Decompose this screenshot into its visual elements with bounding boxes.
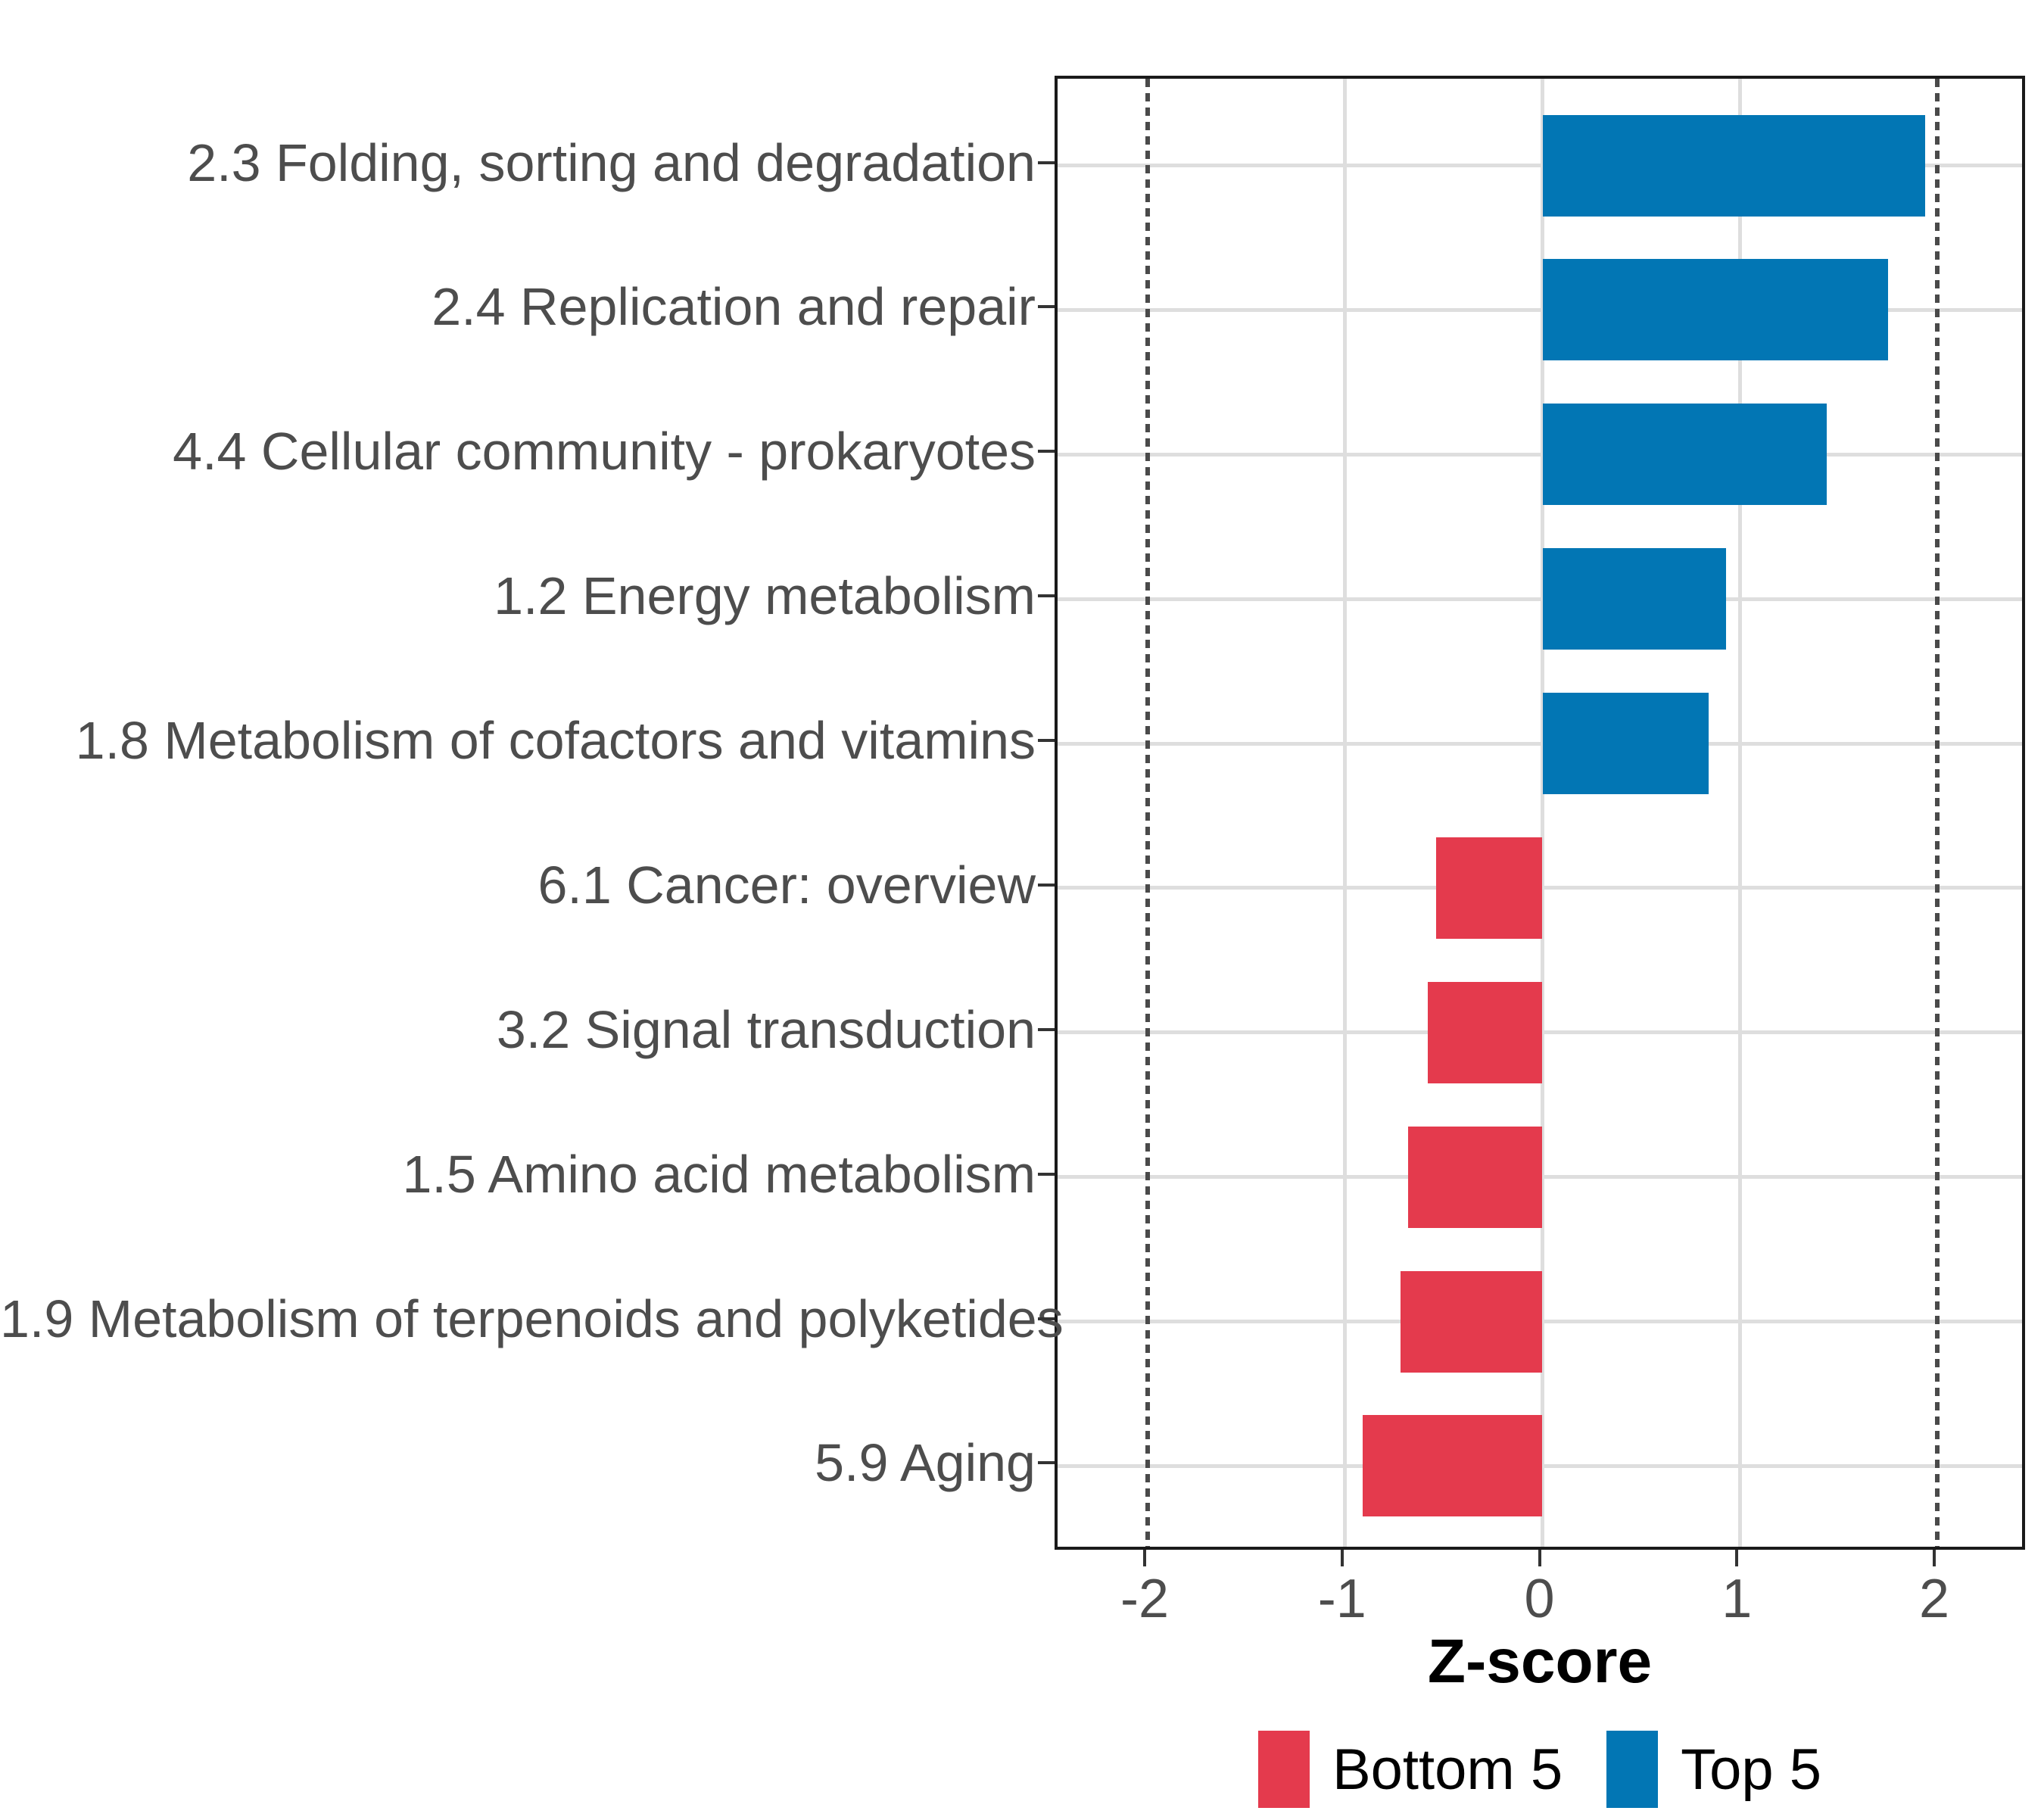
v-gridline [1737, 79, 1742, 1547]
legend-label-bottom5: Bottom 5 [1332, 1737, 1563, 1802]
legend-label-top5: Top 5 [1681, 1737, 1822, 1802]
y-tick-mark [1038, 161, 1055, 164]
reference-line [1935, 79, 1940, 1547]
y-tick-mark [1038, 1172, 1055, 1176]
h-gridline [1058, 164, 2022, 167]
y-axis-label: 1.8 Metabolism of cofactors and vitamins [75, 711, 1036, 771]
y-tick-mark [1038, 739, 1055, 743]
y-tick-mark [1038, 594, 1055, 598]
y-axis-label: 2.4 Replication and repair [432, 277, 1036, 337]
x-tick-mark [1340, 1550, 1344, 1566]
bar [1363, 1415, 1543, 1517]
h-gridline [1058, 307, 2022, 312]
v-gridline [1541, 79, 1544, 1547]
bar [1428, 981, 1543, 1083]
x-tick-label: 1 [1722, 1569, 1753, 1629]
x-tick-mark [1538, 1550, 1541, 1566]
plot-panel [1055, 76, 2025, 1550]
h-gridline [1058, 741, 2022, 746]
bar [1542, 114, 1926, 217]
x-tick-label: -1 [1317, 1569, 1366, 1629]
y-tick-mark [1038, 305, 1055, 309]
y-axis-label: 4.4 Cellular community - prokaryotes [173, 422, 1036, 482]
bar [1542, 259, 1888, 361]
h-gridline [1058, 452, 2022, 457]
legend-item-top5: Top 5 [1606, 1731, 1821, 1808]
bar [1435, 837, 1543, 939]
legend: Bottom 5 Top 5 [1055, 1730, 2025, 1809]
v-gridline [1343, 79, 1348, 1547]
legend-key-bottom5-swatch [1257, 1731, 1310, 1808]
x-tick-mark [1735, 1550, 1739, 1566]
y-axis-label: 1.9 Metabolism of terpenoids and polyket… [0, 1289, 1064, 1348]
bar [1542, 404, 1827, 506]
x-tick-mark [1143, 1550, 1146, 1566]
y-tick-mark [1038, 1027, 1055, 1031]
y-axis-label: 1.2 Energy metabolism [494, 566, 1036, 626]
y-axis-label: 5.9 Aging [815, 1433, 1036, 1493]
legend-key-top5-swatch [1606, 1731, 1659, 1808]
x-tick-label: 0 [1524, 1569, 1555, 1629]
y-axis-label: 6.1 Cancer: overview [537, 855, 1036, 915]
bar [1400, 1270, 1543, 1373]
bar [1408, 1126, 1543, 1228]
x-tick-mark [1933, 1550, 1936, 1566]
y-axis-label: 3.2 Signal transduction [496, 999, 1036, 1059]
reference-line [1145, 79, 1150, 1547]
x-tick-label: 2 [1918, 1569, 1950, 1629]
x-tick-label: -2 [1120, 1569, 1170, 1629]
y-tick-mark [1038, 450, 1055, 453]
y-tick-mark [1038, 1317, 1055, 1320]
bar [1542, 693, 1709, 795]
y-tick-mark [1038, 1461, 1055, 1465]
x-axis-title: Z-score [1427, 1627, 1653, 1696]
h-gridline [1058, 597, 2022, 601]
y-axis-label: 2.3 Folding, sorting and degradation [187, 132, 1036, 192]
legend-item-bottom5: Bottom 5 [1257, 1731, 1563, 1808]
bar [1542, 548, 1726, 650]
y-tick-mark [1038, 883, 1055, 887]
y-axis-label: 1.5 Amino acid metabolism [402, 1144, 1036, 1204]
